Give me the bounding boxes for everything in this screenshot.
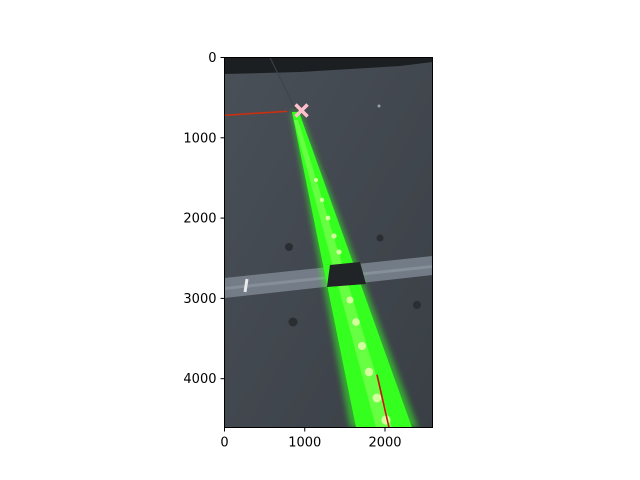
- plot-frame: [224, 57, 433, 428]
- ticks-layer: 0 1000 2000 0 1000 2000 3000 4000: [183, 51, 401, 451]
- y-tick-label: 4000: [183, 372, 216, 387]
- series-layer: [224, 103, 390, 428]
- line-series-1: [376, 374, 390, 428]
- x-tick-label: 2000: [368, 436, 401, 451]
- y-tick-label: 3000: [183, 292, 216, 307]
- line-series-2: [224, 110, 288, 117]
- y-tick-label: 1000: [183, 131, 216, 146]
- x-marker: [294, 103, 309, 118]
- y-tick-label: 0: [208, 51, 216, 66]
- y-tick-label: 2000: [183, 212, 216, 227]
- x-tick-label: 1000: [288, 436, 321, 451]
- background-photo: [224, 57, 433, 428]
- x-tick-label: 0: [220, 436, 228, 451]
